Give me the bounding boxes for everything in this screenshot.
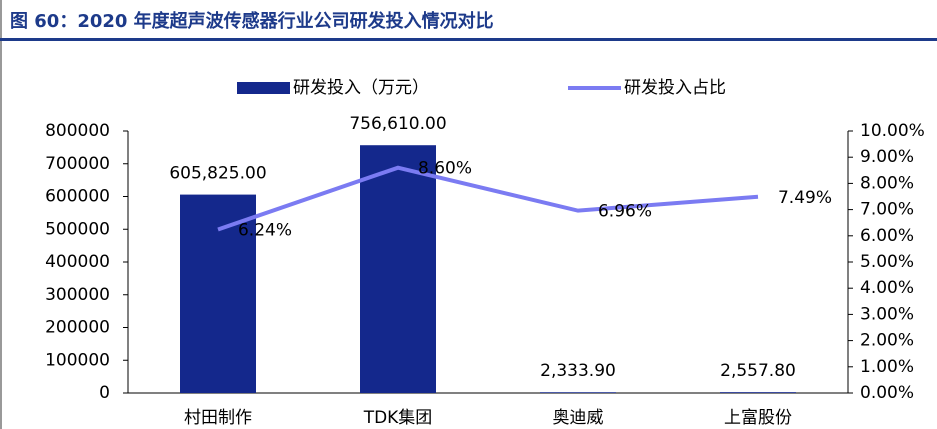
- x-tick-label: 村田制作: [184, 408, 252, 428]
- y2-tick-label: 5.00%: [860, 252, 914, 272]
- legend-label: 研发投入占比: [624, 78, 726, 98]
- y-tick-label: 100000: [45, 350, 110, 370]
- y2-tick-label: 10.00%: [860, 121, 925, 141]
- line-value-label: 6.24%: [238, 221, 292, 241]
- y-tick-label: 0: [99, 383, 110, 403]
- bar: [720, 392, 796, 393]
- bar-value-label: 2,557.80: [720, 361, 796, 381]
- y-tick-label: 700000: [45, 154, 110, 174]
- y2-tick-label: 6.00%: [860, 226, 914, 246]
- y2-tick-label: 4.00%: [860, 278, 914, 298]
- legend-label: 研发投入（万元）: [293, 78, 429, 98]
- chart-title: 图 60：2020 年度超声波传感器行业公司研发投入情况对比: [10, 10, 494, 32]
- bar: [360, 145, 436, 393]
- bar-value-label: 2,333.90: [540, 361, 616, 381]
- y2-tick-label: 3.00%: [860, 304, 914, 324]
- y2-tick-label: 8.00%: [860, 173, 914, 193]
- left-border: [0, 0, 2, 429]
- line-value-label: 6.96%: [598, 202, 652, 222]
- title-rule: [0, 38, 937, 41]
- legend-swatch: [237, 82, 290, 94]
- line-value-label: 8.60%: [418, 159, 472, 179]
- y-tick-label: 600000: [45, 187, 110, 207]
- y2-tick-label: 1.00%: [860, 357, 914, 377]
- y-tick-label: 800000: [45, 121, 110, 141]
- bar-value-label: 756,610.00: [349, 114, 446, 134]
- y2-tick-label: 2.00%: [860, 331, 914, 351]
- y2-tick-label: 7.00%: [860, 200, 914, 220]
- y-tick-label: 200000: [45, 318, 110, 338]
- y-tick-label: 400000: [45, 252, 110, 272]
- x-tick-label: 奥迪威: [553, 408, 604, 428]
- line-value-label: 7.49%: [778, 188, 832, 208]
- line: [217, 165, 759, 232]
- x-tick-label: 上富股份: [724, 408, 792, 428]
- y-tick-label: 300000: [45, 285, 110, 305]
- bar: [540, 392, 616, 393]
- bar-value-label: 605,825.00: [169, 164, 266, 184]
- y2-tick-label: 9.00%: [860, 147, 914, 167]
- x-tick-label: TDK集团: [363, 408, 433, 428]
- y2-tick-label: 0.00%: [860, 383, 914, 403]
- y-tick-label: 500000: [45, 219, 110, 239]
